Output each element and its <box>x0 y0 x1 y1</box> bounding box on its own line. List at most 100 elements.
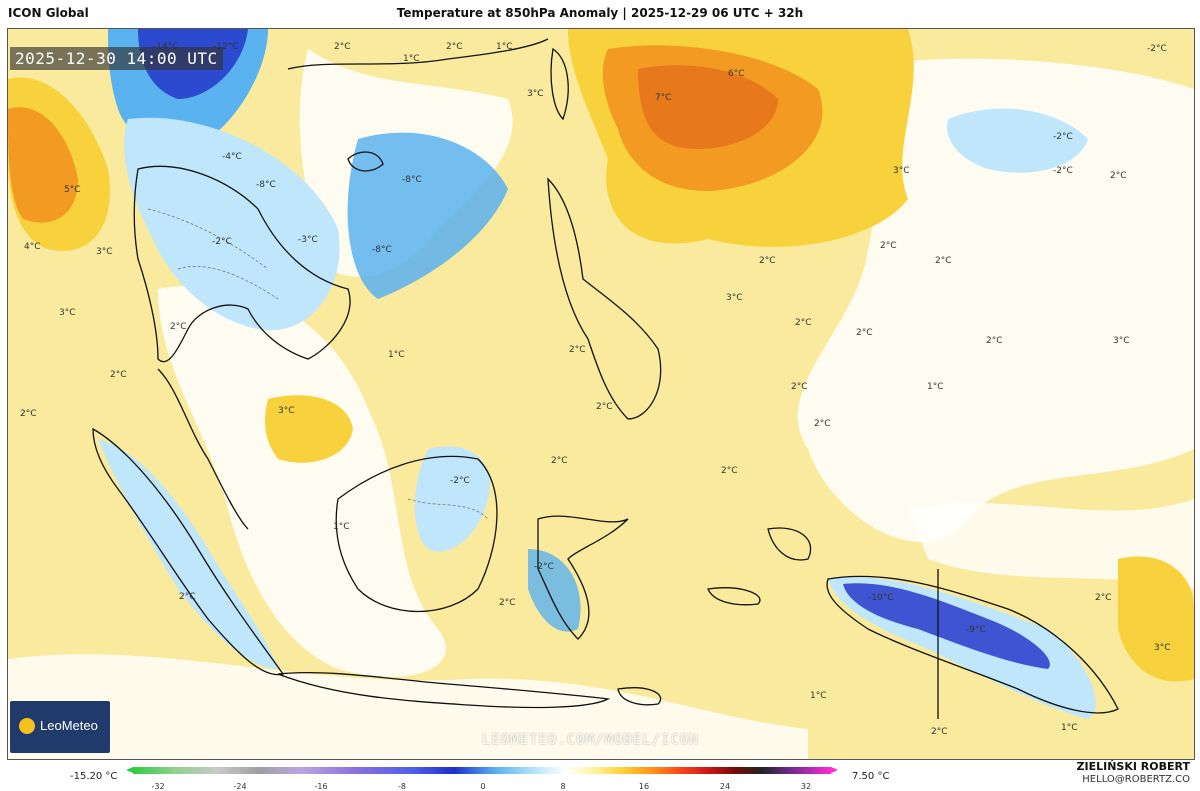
contour-label: 5°C <box>64 185 81 195</box>
contour-label: 2°C <box>596 402 613 412</box>
contour-label: 3°C <box>893 166 910 176</box>
contour-label: 1°C <box>810 691 827 701</box>
new-guinea-coast <box>826 575 1119 714</box>
island-coast-2 <box>707 587 761 606</box>
china-coast <box>287 38 549 70</box>
color-scale-right-arrow <box>831 767 838 773</box>
contour-label: 3°C <box>527 89 544 99</box>
contour-label: 2°C <box>931 727 948 737</box>
contour-label: 2°C <box>446 42 463 52</box>
contour-label: 6°C <box>728 69 745 79</box>
scale-tick: -24 <box>233 782 247 791</box>
contour-label: -2°C <box>1053 166 1073 176</box>
contour-label: 2°C <box>179 592 196 602</box>
map-canvas <box>8 29 1194 759</box>
cool-region-indochina <box>124 117 340 331</box>
contour-label: 2°C <box>856 328 873 338</box>
contour-label: 1°C <box>388 350 405 360</box>
indochina-coast <box>133 165 351 363</box>
scale-tick: 8 <box>560 782 566 791</box>
contour-label: 2°C <box>759 256 776 266</box>
contour-label: 3°C <box>1113 336 1130 346</box>
scale-tick: 32 <box>800 782 812 791</box>
anomaly-map: 2025-12-30 14:00 UTC -12°C -14°C 2°C 1°C… <box>7 28 1195 760</box>
cool-region-sumatra <box>98 439 278 669</box>
neutral-area-south <box>8 654 808 759</box>
min-value: -15.20 °C <box>70 771 118 782</box>
contour-label: -2°C <box>212 237 232 247</box>
borneo-coast <box>335 455 498 613</box>
contour-label: 2°C <box>1095 593 1112 603</box>
philippines-coast <box>547 177 662 420</box>
island-coast <box>767 527 812 561</box>
contour-label: 1°C <box>403 54 420 64</box>
sulawesi-coast <box>537 515 629 640</box>
contour-label: 2°C <box>334 42 351 52</box>
leometeo-logo: LeoMeteo <box>10 701 110 753</box>
hainan-coast <box>347 151 384 172</box>
contour-label: 3°C <box>726 293 743 303</box>
cold-region-scs <box>347 132 508 299</box>
contour-label: 1°C <box>927 382 944 392</box>
header-bar: ICON Global Temperature at 850hPa Anomal… <box>0 0 1200 28</box>
contour-label: 2°C <box>935 256 952 266</box>
cool-region-borneo <box>414 446 490 552</box>
model-name: ICON Global <box>8 6 89 20</box>
contour-label: -3°C <box>298 235 318 245</box>
contour-label: 1°C <box>496 42 513 52</box>
colder-region-papua <box>843 583 1050 669</box>
max-value: 7.50 °C <box>852 771 890 782</box>
warm-spot-gulf <box>265 395 353 463</box>
scale-tick: -8 <box>398 782 406 791</box>
author-name: ZIELIŃSKI ROBERT <box>1076 760 1190 773</box>
java-coast <box>277 672 611 709</box>
scale-tick: -32 <box>151 782 165 791</box>
warm-region-se <box>1118 556 1194 682</box>
contour-label: 1°C <box>1061 723 1078 733</box>
contour-label: 4°C <box>24 242 41 252</box>
contour-label: 1°C <box>333 522 350 532</box>
contour-label: -2°C <box>1053 132 1073 142</box>
hot-region-w <box>8 107 78 223</box>
contour-label: 3°C <box>278 406 295 416</box>
sun-icon <box>19 718 35 734</box>
admin-border-2 <box>177 265 279 300</box>
contour-label: 7°C <box>655 93 672 103</box>
contour-label: -2°C <box>450 476 470 486</box>
scale-tick: 0 <box>480 782 486 791</box>
contour-label: 2°C <box>1110 171 1127 181</box>
contour-label: 2°C <box>986 336 1003 346</box>
scale-tick: 16 <box>638 782 650 791</box>
island-coast-3 <box>617 687 662 706</box>
contour-label: 2°C <box>110 370 127 380</box>
contour-label: 2°C <box>880 241 897 251</box>
contour-label: -8°C <box>256 180 276 190</box>
map-title: Temperature at 850hPa Anomaly | 2025-12-… <box>396 6 804 20</box>
contour-label: 2°C <box>569 345 586 355</box>
footer-bar: -15.20 °C -32 -24 -16 -8 0 8 16 24 32 7.… <box>0 760 1200 791</box>
author-email: HELLO@ROBERTZ.CO <box>1082 774 1190 785</box>
color-scale <box>126 767 838 774</box>
contour-label: 2°C <box>814 419 831 429</box>
color-scale-left-arrow <box>126 767 133 773</box>
admin-border-3 <box>407 498 489 520</box>
contour-label: -14°C <box>153 42 179 52</box>
contour-label: 2°C <box>791 382 808 392</box>
taiwan-coast <box>550 47 569 121</box>
contour-label: 2°C <box>795 318 812 328</box>
contour-label: -8°C <box>402 175 422 185</box>
neutral-area-west <box>158 285 446 677</box>
sumatra-coast <box>92 427 285 676</box>
cold-region-sulawesi <box>528 549 581 632</box>
coastlines <box>92 38 1119 719</box>
contour-label: 3°C <box>96 247 113 257</box>
logo-text: LeoMeteo <box>40 718 98 733</box>
contour-label: -9°C <box>966 625 986 635</box>
cool-region-pacific <box>947 108 1088 173</box>
source-watermark: LEOMETEO.COM/MODEL/ICON <box>482 732 699 748</box>
contour-label: 2°C <box>721 466 738 476</box>
contour-label: 2°C <box>170 322 187 332</box>
contour-label: 2°C <box>551 456 568 466</box>
malay-peninsula-coast <box>157 368 249 530</box>
contour-label: -4°C <box>222 152 242 162</box>
